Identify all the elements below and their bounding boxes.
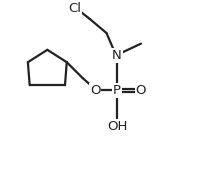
Text: O: O — [90, 84, 100, 97]
Text: Cl: Cl — [68, 2, 81, 15]
Text: O: O — [136, 84, 146, 97]
Text: OH: OH — [107, 120, 127, 133]
Text: P: P — [113, 84, 121, 97]
Text: N: N — [112, 49, 122, 62]
